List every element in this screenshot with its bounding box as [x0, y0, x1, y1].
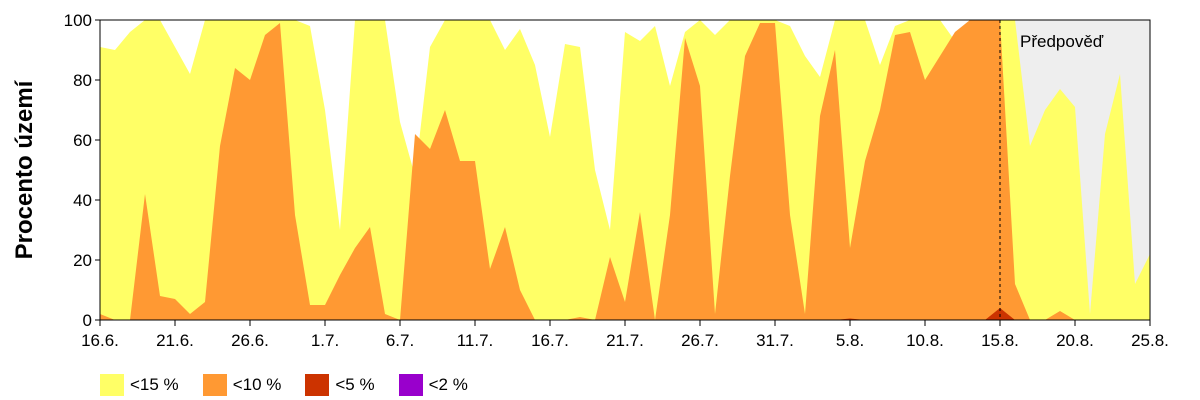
y-tick-label: 60	[73, 131, 92, 150]
x-tick-label: 6.7.	[386, 331, 414, 350]
legend-item-0: <15 %	[100, 373, 179, 397]
x-tick-label: 25.8.	[1131, 331, 1169, 350]
x-tick-label: 5.8.	[836, 331, 864, 350]
series-area-1	[100, 20, 1150, 320]
forecast-label: Předpověď	[1020, 32, 1104, 51]
x-tick-label: 16.6.	[81, 331, 119, 350]
y-tick-label: 100	[64, 11, 92, 30]
legend-swatch	[305, 374, 330, 396]
x-tick-label: 31.7.	[756, 331, 794, 350]
x-tick-label: 10.8.	[906, 331, 944, 350]
x-tick-label: 21.6.	[156, 331, 194, 350]
axes: 0 20 40 60 80 100 16.6. 21.6. 26.6. 1.7. 6.7. 11.7.…	[64, 11, 1169, 350]
legend-label: <2 %	[428, 375, 468, 394]
plot-area: Předpověď	[100, 20, 1150, 320]
y-tick-label: 40	[73, 191, 92, 210]
legend-label: <10 %	[232, 375, 282, 394]
y-tick-label: 20	[73, 251, 92, 270]
legend-item-1: <10 %	[202, 373, 282, 397]
legend-item-3: <2 %	[398, 373, 468, 397]
legend: <15 % <10 % <5 % <2 %	[100, 373, 468, 397]
drought-area-chart: Předpověď 0 20 40 60 80 100 16.6. 21.6. 26.6. 1.7…	[11, 11, 1169, 350]
y-tick-label: 0	[83, 311, 92, 330]
x-tick-label: 16.7.	[531, 331, 569, 350]
y-tick-label: 80	[73, 71, 92, 90]
legend-item-2: <5 %	[305, 373, 375, 397]
legend-swatch	[100, 374, 124, 396]
y-axis-label: Procento území	[11, 79, 38, 259]
x-tick-label: 26.6.	[231, 331, 269, 350]
legend-swatch	[202, 374, 227, 396]
x-tick-label: 1.7.	[311, 331, 339, 350]
x-tick-label: 15.8.	[981, 331, 1019, 350]
x-tick-label: 20.8.	[1056, 331, 1094, 350]
x-tick-label: 11.7.	[457, 331, 494, 350]
legend-label: <15 %	[130, 375, 179, 394]
x-tick-label: 21.7.	[606, 331, 644, 350]
legend-label: <5 %	[335, 375, 375, 394]
x-tick-label: 26.7.	[681, 331, 719, 350]
legend-swatch	[398, 374, 423, 396]
